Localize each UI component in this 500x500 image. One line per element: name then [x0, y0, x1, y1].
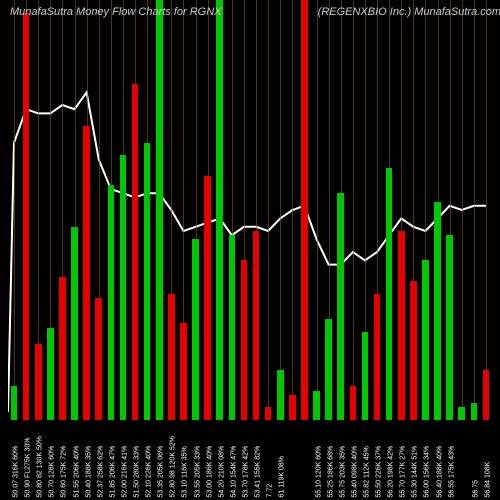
volume-bar: [398, 231, 405, 420]
x-axis-label: 55.40 098K 40%: [351, 446, 358, 498]
x-axis-label: 54.10 154K 47%: [230, 446, 237, 498]
gridline: [353, 0, 354, 420]
volume-bar: [422, 260, 429, 420]
x-axis-label: 52.00 216K 41%: [121, 446, 128, 498]
x-axis-label: 56.00 156K 34%: [424, 446, 431, 498]
volume-bar: [216, 0, 223, 420]
volume-bar: [471, 403, 478, 420]
volume-bar: [204, 176, 211, 420]
volume-bar: [434, 202, 441, 420]
x-axis-label: 53.41 155K 82%: [255, 446, 262, 498]
volume-bar: [241, 260, 248, 420]
x-axis-label: 53.00 186K 40%: [206, 446, 213, 498]
volume-bar: [11, 386, 18, 420]
x-axis-label: 50.80 82 130K 50%: [37, 436, 44, 498]
x-axis-label: 54.20 210K 08%: [218, 446, 225, 498]
x-axis-label: 55.70 177K 27%: [400, 446, 407, 498]
title-left: MunafaSutra Money Flow Charts for RGNX: [10, 6, 222, 18]
x-axis-label: 53.70 178K 42%: [242, 446, 249, 498]
volume-bar: [458, 407, 465, 420]
x-axis-label: 52.10 226K 40%: [146, 446, 153, 498]
x-axis-label: 53.55 205K 33%: [194, 446, 201, 498]
volume-bar: [386, 168, 393, 420]
volume-bar: [120, 155, 127, 420]
volume-bar: [301, 0, 308, 420]
x-axis-label: 53.10 116K 35%: [182, 446, 189, 497]
title-right: (REGENXBIO Inc.) MunafaSutra.com: [318, 6, 500, 18]
x-axis-label: 50.07 316K 60%: [13, 446, 20, 498]
volume-bar: [325, 319, 332, 420]
money-flow-chart: [8, 0, 492, 420]
x-axis-label: 55.82 112K 45%: [363, 446, 370, 497]
volume-bar: [483, 370, 490, 420]
volume-bar: [362, 332, 369, 420]
volume-bar: [277, 370, 284, 420]
x-axis-label: 56.84 108K: [484, 462, 491, 498]
gridline: [14, 0, 15, 420]
x-axis-label: 51.85 206K 47%: [109, 446, 116, 498]
volume-bar: [180, 323, 187, 420]
x-axis-labels: 50.07 316K 60% 50.90 FL275K 30% 50.80 82 1…: [8, 422, 492, 500]
x-axis-label: 50.70 128K 60%: [49, 446, 56, 498]
gridline: [292, 0, 293, 420]
x-axis-label: 55.75 203K 35%: [339, 446, 346, 498]
x-axis-label: 56.55 175K 43%: [448, 446, 455, 498]
volume-bar: [59, 277, 66, 420]
x-axis-label: 53.35 205K 06%: [158, 446, 165, 498]
gridline: [486, 0, 487, 420]
x-axis-label: 55.25 186K 68%: [327, 446, 334, 498]
volume-bar: [192, 239, 199, 420]
volume-bar: [108, 185, 115, 420]
x-axis-label: 55.50 226K 37%: [376, 446, 383, 498]
x-axis-label: 56.20 198K 42%: [388, 446, 395, 498]
price-line: [8, 0, 492, 420]
volume-bar: [313, 391, 320, 420]
volume-bar: [71, 227, 78, 420]
volume-bar: [35, 344, 42, 420]
x-axis-label: 50.90 FL275K 30%: [25, 438, 32, 498]
volume-bar: [144, 143, 151, 420]
volume-bar: [446, 235, 453, 420]
gridline: [474, 0, 475, 420]
x-axis-label: 52.37 258K 62%: [97, 446, 104, 498]
gridline: [268, 0, 269, 420]
chart-title: MunafaSutra Money Flow Charts for RGNX (…: [10, 6, 490, 18]
x-axis-label: 55.10 120K 60%: [315, 446, 322, 498]
x-axis-label: 56.75: [472, 480, 479, 498]
x-axis-label: 51.50 280K 33%: [134, 446, 141, 498]
volume-bar: [132, 84, 139, 420]
x-axis-label: 56.40 188K 40%: [436, 446, 443, 498]
x-axis-label: 7.72: [267, 484, 274, 498]
volume-bar: [47, 328, 54, 420]
volume-bar: [23, 13, 30, 420]
x-axis-label: 61 119K 08%: [279, 456, 286, 498]
gridline: [462, 0, 463, 420]
x-axis-label: 50.60 175K 72%: [61, 446, 68, 498]
volume-bar: [265, 407, 272, 420]
volume-bar: [156, 0, 163, 420]
gridline: [280, 0, 281, 420]
volume-bar: [289, 395, 296, 420]
volume-bar: [350, 386, 357, 420]
x-axis-label: 55.30 144K 51%: [412, 446, 419, 498]
volume-bar: [83, 126, 90, 420]
volume-bar: [410, 281, 417, 420]
volume-bar: [253, 231, 260, 420]
x-axis-label: 50.40 188K 35%: [85, 446, 92, 498]
volume-bar: [168, 294, 175, 420]
x-axis-label: 52.80 98 120K 52%: [170, 436, 177, 498]
volume-bar: [95, 298, 102, 420]
gridline: [317, 0, 318, 420]
x-axis-label: 51.55 206K 40%: [73, 446, 80, 498]
volume-bar: [337, 193, 344, 420]
volume-bar: [229, 235, 236, 420]
volume-bar: [374, 294, 381, 420]
